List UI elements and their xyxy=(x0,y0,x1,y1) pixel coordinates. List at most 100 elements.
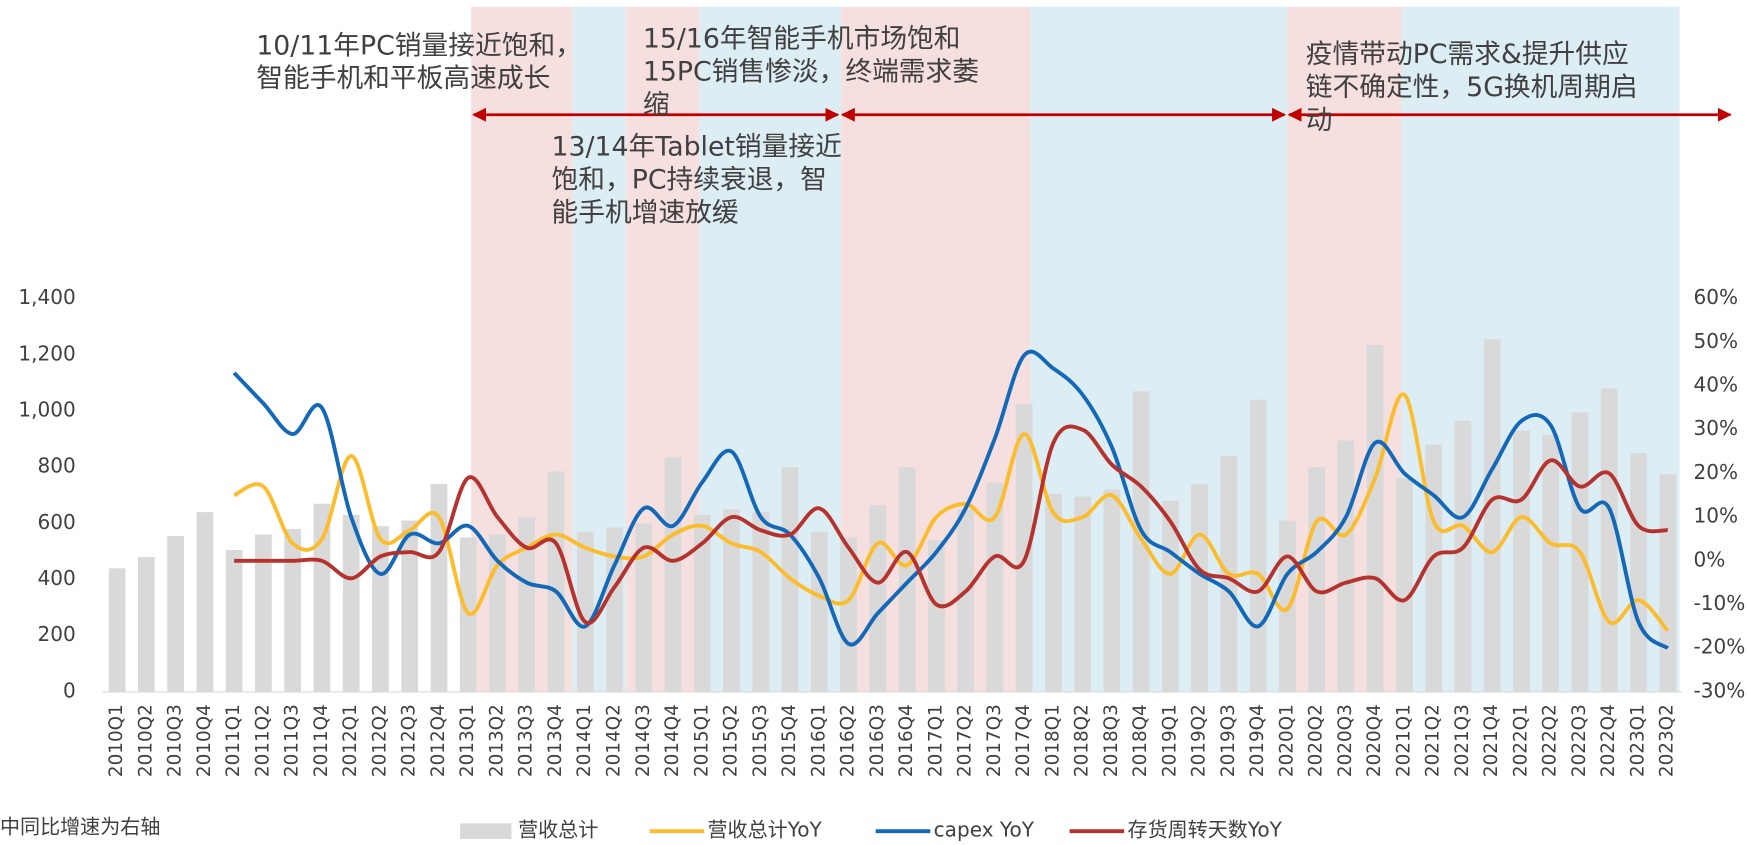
bar xyxy=(1044,493,1062,692)
annotation: 疫情带动PC需求&提升供应 xyxy=(1306,39,1629,70)
x-tick-label: 2021Q4 xyxy=(1481,704,1502,777)
yticks-label: 200 xyxy=(37,622,75,646)
x-tick-label: 2014Q1 xyxy=(574,704,595,777)
x-tick-label: 2019Q1 xyxy=(1159,704,1180,777)
bar xyxy=(664,457,682,692)
bar xyxy=(1191,484,1208,692)
x-tick-label: 2017Q4 xyxy=(1013,704,1034,777)
bar xyxy=(342,514,360,692)
legend-label: 营收总计 xyxy=(518,818,598,842)
bar xyxy=(810,531,828,692)
bar xyxy=(1454,420,1472,692)
x-tick-label: 2013Q4 xyxy=(545,704,566,777)
x-tick-label: 2019Q3 xyxy=(1218,704,1239,777)
x-tick-label: 2023Q1 xyxy=(1627,704,1648,777)
bar xyxy=(1600,388,1618,692)
bar xyxy=(576,531,594,692)
y2ticks-label: 10% xyxy=(1694,504,1739,528)
bar xyxy=(225,550,243,692)
bar xyxy=(1630,453,1647,692)
bar xyxy=(518,517,536,692)
x-tick-label: 2014Q3 xyxy=(633,704,654,777)
x-tick-label: 2020Q3 xyxy=(1335,704,1356,777)
axis-note: 中同比增速为右轴 xyxy=(0,814,160,838)
x-tick-label: 2010Q2 xyxy=(135,704,156,777)
bar xyxy=(1015,403,1033,692)
bar xyxy=(693,514,711,692)
yticks-label: 400 xyxy=(37,566,75,590)
bar xyxy=(1308,467,1326,692)
yticks-label: 1,200 xyxy=(18,341,75,365)
x-tick-label: 2020Q4 xyxy=(1364,704,1385,777)
bar xyxy=(898,467,916,692)
y2ticks-label: 60% xyxy=(1694,285,1739,309)
bar xyxy=(723,509,740,692)
legend-label: 存货周转天数YoY xyxy=(1128,818,1283,842)
x-tick-label: 2016Q2 xyxy=(838,704,859,777)
bar xyxy=(752,512,770,692)
annotation: 缩 xyxy=(643,89,670,120)
annotation: 智能手机和平板高速成长 xyxy=(256,63,550,94)
bar xyxy=(1513,430,1530,692)
bar xyxy=(1659,474,1677,692)
x-tick-label: 2016Q4 xyxy=(896,704,917,777)
bar xyxy=(1074,496,1091,692)
x-tick-label: 2016Q3 xyxy=(867,704,888,777)
bar xyxy=(196,512,214,692)
x-tick-label: 2021Q1 xyxy=(1393,704,1414,777)
x-tick-label: 2012Q3 xyxy=(399,704,420,777)
x-tick-label: 2012Q1 xyxy=(340,704,361,777)
yticks-label: 0 xyxy=(63,678,76,702)
bar xyxy=(1425,444,1443,692)
x-tick-label: 2015Q4 xyxy=(779,704,800,777)
x-tick-label: 2019Q2 xyxy=(1189,704,1210,777)
annotation: 动 xyxy=(1306,105,1333,136)
bar xyxy=(138,557,155,692)
x-tick-label: 2013Q2 xyxy=(486,704,507,777)
yticks-label: 600 xyxy=(37,510,75,534)
x-tick-label: 2010Q4 xyxy=(194,704,215,777)
bar xyxy=(869,505,887,692)
y2ticks-label: -10% xyxy=(1694,591,1746,615)
x-tick-label: 2011Q1 xyxy=(223,704,244,777)
x-tick-label: 2017Q2 xyxy=(955,704,976,777)
x-tick-label: 2020Q2 xyxy=(1306,704,1327,777)
bar xyxy=(284,528,302,692)
y2ticks-label: -20% xyxy=(1694,635,1746,659)
x-tick-label: 2017Q3 xyxy=(984,704,1005,777)
x-tick-label: 2023Q2 xyxy=(1657,704,1678,777)
x-tick-label: 2020Q1 xyxy=(1276,704,1297,777)
annotation: 15PC销售惨淡，终端需求萎 xyxy=(643,56,979,87)
annotation: 链不确定性，5G换机周期启 xyxy=(1306,72,1638,103)
bar xyxy=(108,568,126,692)
x-tick-label: 2010Q1 xyxy=(106,704,127,777)
x-tick-label: 2017Q1 xyxy=(925,704,946,777)
x-tick-label: 2014Q2 xyxy=(603,704,624,777)
y2ticks-label: 30% xyxy=(1694,416,1739,440)
legend-label: capex YoY xyxy=(934,818,1035,842)
bar xyxy=(635,523,653,692)
annotation: 饱和，PC持续衰退，智 xyxy=(552,165,827,196)
y2ticks-label: 50% xyxy=(1694,329,1739,353)
bar xyxy=(1483,339,1501,692)
x-tick-label: 2021Q2 xyxy=(1423,704,1444,777)
annotation: 10/11年PC销量接近饱和， xyxy=(256,30,582,61)
bar xyxy=(313,503,331,692)
bar xyxy=(430,484,448,692)
x-tick-label: 2018Q2 xyxy=(1072,704,1093,777)
bar xyxy=(1396,478,1413,692)
bar xyxy=(606,527,623,692)
annotation: 15/16年智能手机市场饱和 xyxy=(643,24,961,55)
y2ticks-label: 20% xyxy=(1694,460,1739,484)
bar xyxy=(1366,344,1384,692)
x-tick-label: 2010Q3 xyxy=(165,704,186,777)
bar xyxy=(547,471,565,692)
plot xyxy=(108,339,1677,692)
bar xyxy=(927,540,945,692)
y2ticks-label: 40% xyxy=(1694,373,1739,397)
x-tick-label: 2019Q4 xyxy=(1247,704,1268,777)
bar xyxy=(986,482,1004,692)
annotation: 能手机增速放缓 xyxy=(552,197,739,228)
x-tick-label: 2012Q2 xyxy=(369,704,390,777)
